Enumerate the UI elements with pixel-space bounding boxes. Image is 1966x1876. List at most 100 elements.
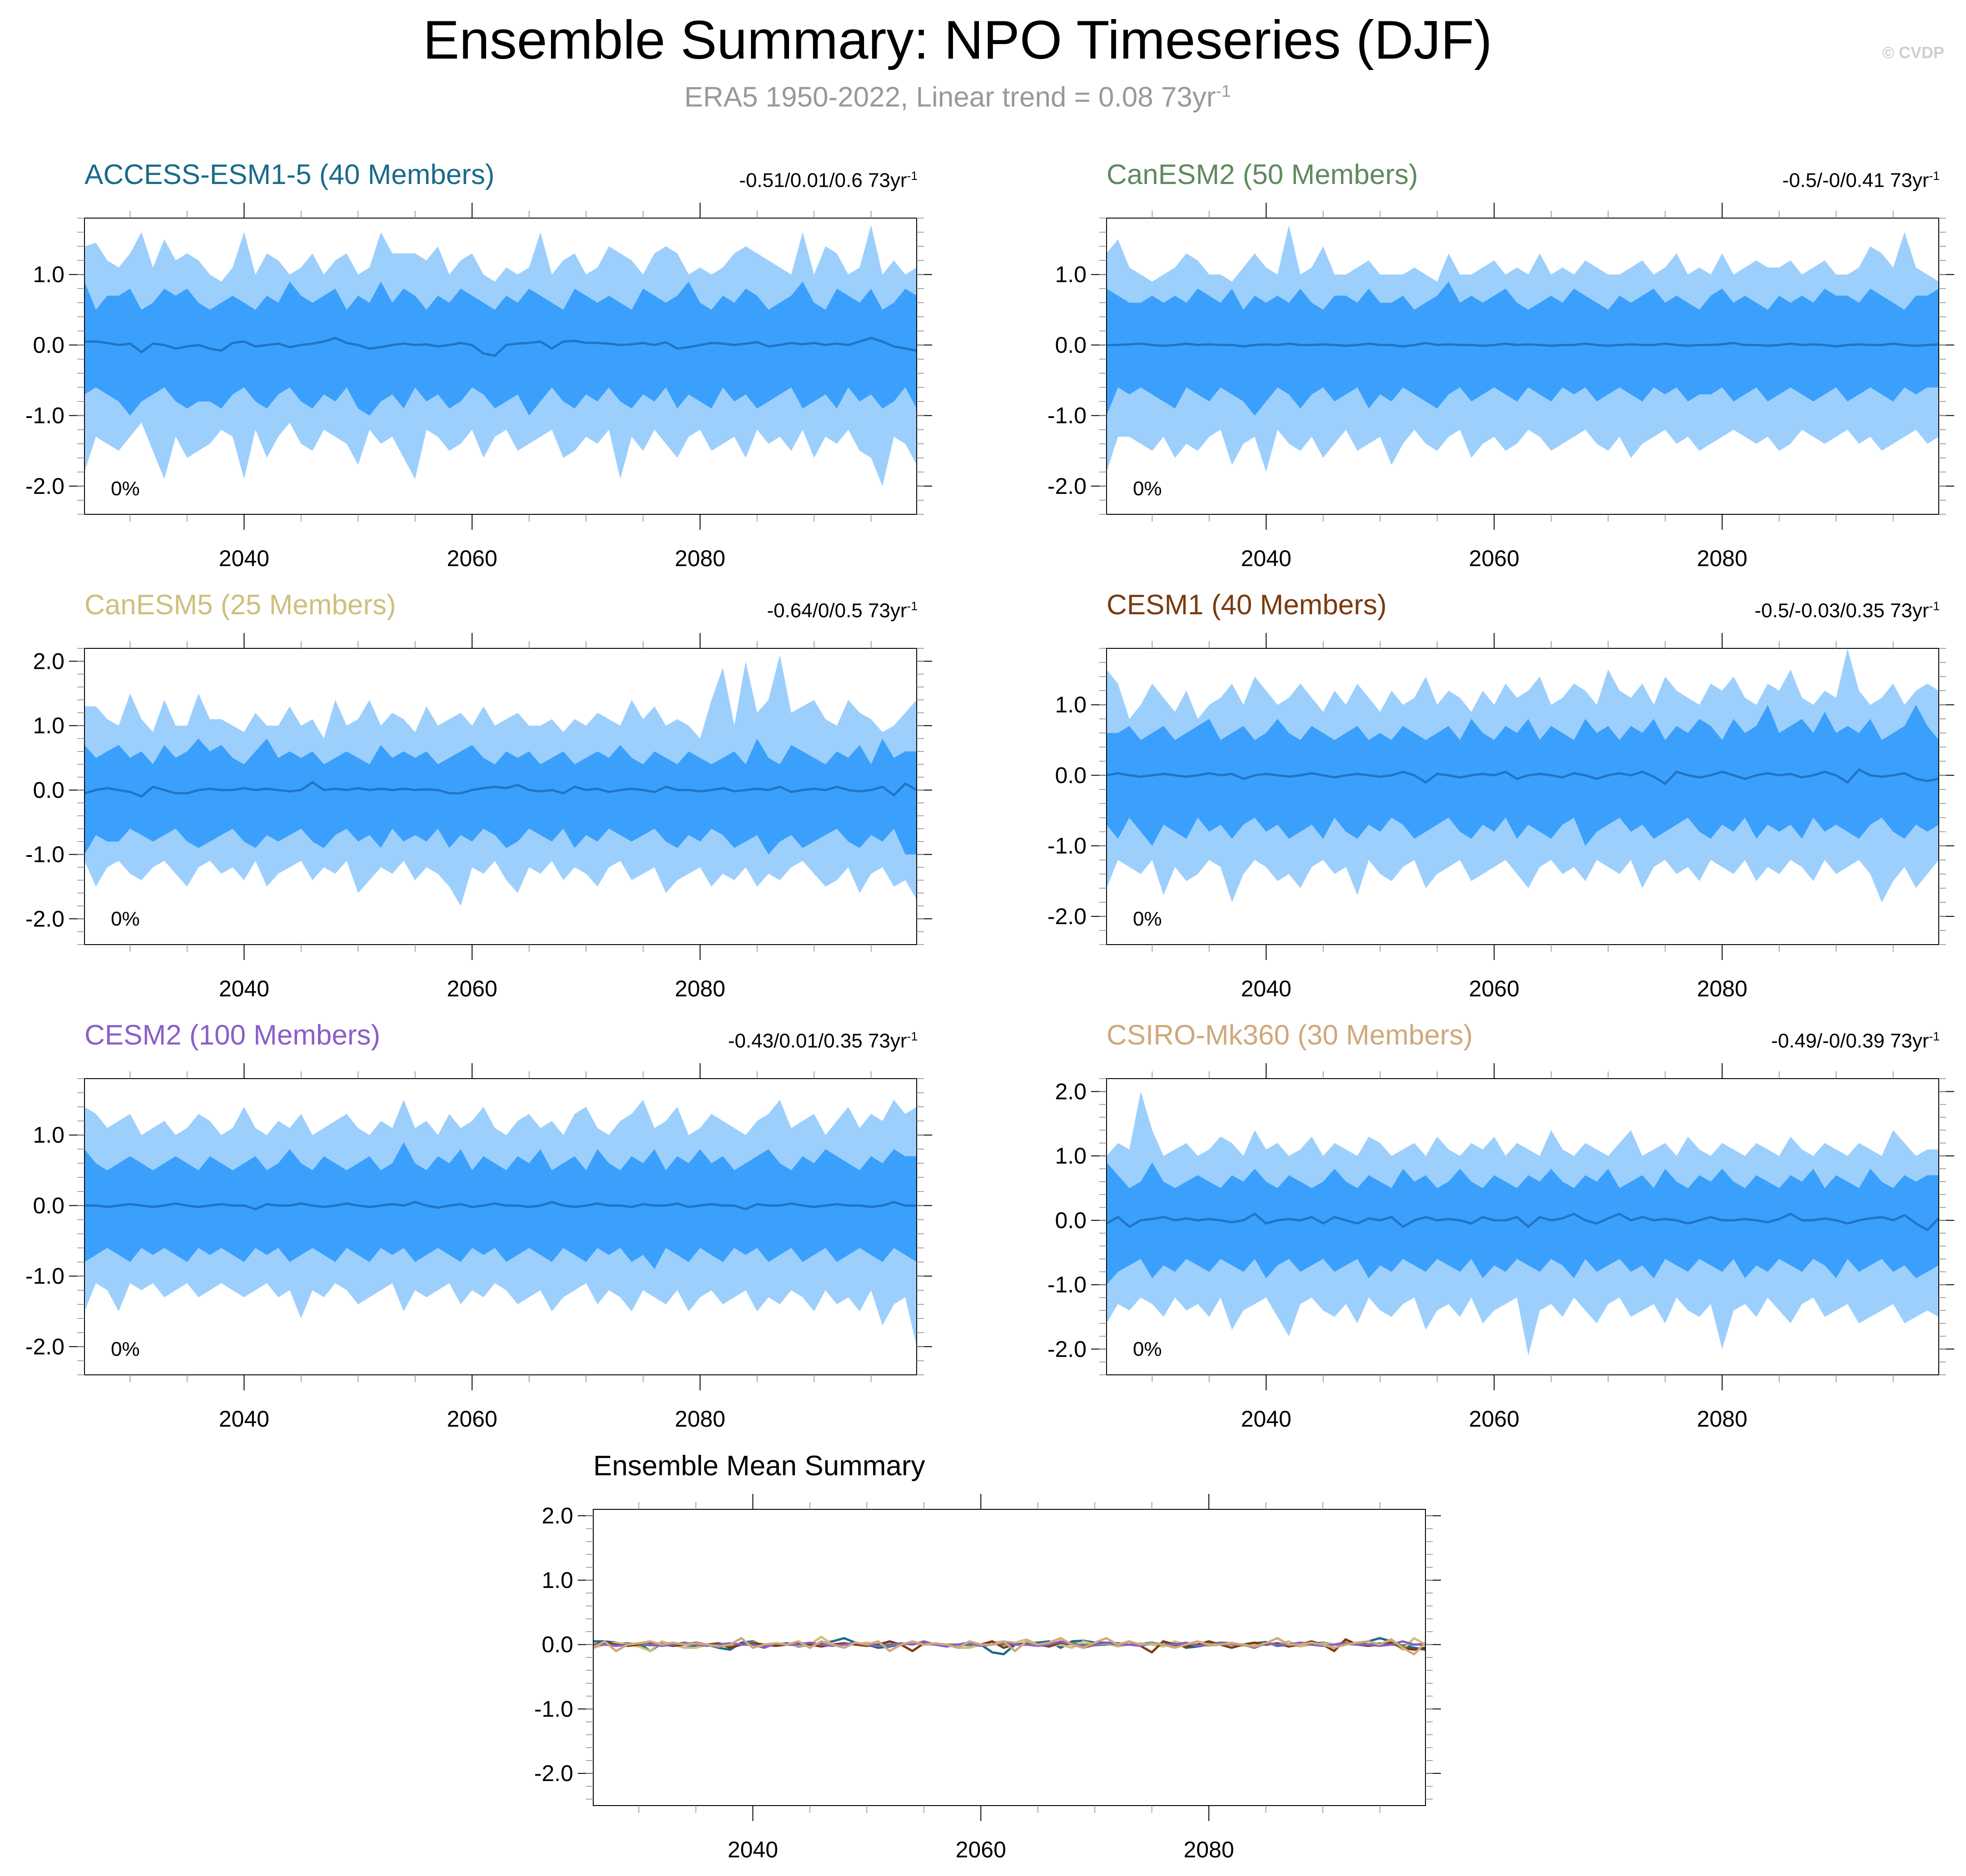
panel-2-ytick-label: 0.0	[1055, 332, 1087, 358]
panel-6-ytick-label: 1.0	[1055, 1143, 1087, 1169]
panel-4-stats: -0.5/-0.03/0.35 73yr-1	[1755, 595, 1940, 622]
panel-2-title: CanESM2 (50 Members)	[1107, 159, 1418, 190]
panel-3-ytick-label: 0.0	[33, 777, 65, 803]
panel-1-inner-band	[84, 281, 917, 416]
panel-3-ytick-label: -1.0	[25, 842, 65, 867]
panel-2-xtick-label: 2060	[1469, 546, 1519, 571]
panel-4-inner-band	[1107, 705, 1939, 846]
panel-2-stats-text: -0.5/-0/0.41 73yr	[1782, 169, 1929, 192]
panel-3-inner-band	[84, 738, 917, 855]
page-title: Ensemble Summary: NPO Timeseries (DJF)	[423, 10, 1492, 70]
ensemble-mean-xtick-label: 2040	[728, 1837, 778, 1862]
panel-4-xtick-label: 2060	[1469, 976, 1519, 1001]
panel-3-stats-text: -0.64/0/0.5 73yr	[767, 599, 907, 622]
panel-4-xtick-label: 2040	[1241, 976, 1291, 1001]
panel-5-xtick-label: 2080	[675, 1406, 725, 1432]
panel-4-xtick-label: 2080	[1697, 976, 1748, 1001]
panel-3-ytick-label: 2.0	[33, 648, 65, 674]
panel-3-ytick-label: 1.0	[33, 713, 65, 738]
panel-4-ytick-label: 1.0	[1055, 692, 1087, 717]
panel-3-ytick-label: -2.0	[25, 906, 65, 931]
panel-6-stats-superscript: -1	[1929, 1030, 1940, 1043]
ensemble-mean-xtick-label: 2060	[956, 1837, 1006, 1862]
panel-2-plot-frame	[1106, 218, 1939, 515]
panel-6-ytick-label: -1.0	[1048, 1272, 1087, 1298]
panel-4-ytick-label: 0.0	[1055, 762, 1087, 788]
panel-3-title: CanESM5 (25 Members)	[84, 589, 396, 621]
panel-5-xtick-label: 2060	[447, 1406, 497, 1432]
panel-1-percent-label: 0%	[111, 478, 140, 500]
subtitle-text: ERA5 1950-2022, Linear trend = 0.08 73yr	[684, 81, 1216, 113]
panel-1-stats-text: -0.51/0.01/0.6 73yr	[739, 169, 907, 192]
panel-6-stats-text: -0.49/-0/0.39 73yr	[1771, 1030, 1929, 1052]
panel-2-xtick-label: 2080	[1697, 546, 1748, 571]
ensemble-mean-series-line-6	[592, 1637, 1426, 1656]
panel-6-xtick-label: 2040	[1241, 1406, 1291, 1432]
panel-1-title: ACCESS-ESM1-5 (40 Members)	[84, 159, 495, 190]
panel-6-percent-label: 0%	[1133, 1338, 1162, 1360]
panel-2-xtick-label: 2040	[1241, 546, 1291, 571]
page-subtitle: ERA5 1950-2022, Linear trend = 0.08 73yr…	[0, 73, 1915, 116]
panel-2-inner-band	[1107, 281, 1939, 416]
panel-6-ytick-label: -2.0	[1048, 1336, 1087, 1362]
panel-3-xtick-label: 2040	[219, 976, 269, 1001]
panel-1-ytick-label: -1.0	[25, 403, 65, 428]
panel-4-mean-line	[1106, 768, 1939, 786]
panel-2-ytick-label: 1.0	[1055, 262, 1087, 287]
ensemble-mean-ytick-label: 2.0	[541, 1503, 573, 1528]
panel-3-stats-superscript: -1	[907, 599, 918, 613]
panel-2-mean-line	[1107, 342, 1939, 348]
cvdp-watermark: © CVDP	[1882, 43, 1944, 62]
panel-6-inner-band	[1107, 1162, 1939, 1285]
panel-2-ytick-label: -2.0	[1048, 473, 1087, 499]
panel-1-mean-line	[84, 337, 917, 357]
panel-3-percent-label: 0%	[111, 908, 140, 930]
panel-5-stats-text: -0.43/0.01/0.35 73yr	[728, 1030, 907, 1052]
ensemble-mean-ytick-label: -1.0	[534, 1696, 573, 1722]
panel-2-percent-label: 0%	[1133, 478, 1162, 500]
panel-3-xtick-label: 2080	[675, 976, 725, 1001]
panel-1-stats: -0.51/0.01/0.6 73yr-1	[739, 164, 918, 192]
ensemble-mean-ytick-label: 0.0	[541, 1632, 573, 1657]
panel-2-stats-superscript: -1	[1929, 169, 1940, 183]
panel-4-stats-text: -0.5/-0.03/0.35 73yr	[1754, 599, 1929, 622]
panel-5-plot-frame	[84, 1078, 917, 1375]
ensemble-mean-ytick-label: -2.0	[534, 1761, 573, 1786]
panel-2-ytick-label: -1.0	[1048, 403, 1087, 428]
panel-6-xtick-label: 2060	[1469, 1406, 1519, 1432]
panel-4-ytick-label: -2.0	[1048, 904, 1087, 929]
panel-3-stats: -0.64/0/0.5 73yr-1	[767, 595, 918, 622]
panel-6-stats: -0.49/-0/0.39 73yr-1	[1771, 1025, 1940, 1053]
panel-6-mean-line	[1106, 1212, 1940, 1232]
panel-6-plot-frame	[1106, 1078, 1939, 1375]
panel-1-plot-frame	[84, 218, 917, 515]
panel-1-xtick-label: 2040	[219, 546, 269, 571]
panel-6-ytick-label: 2.0	[1055, 1079, 1087, 1104]
panel-1-xtick-label: 2060	[447, 546, 497, 571]
panel-1-xtick-label: 2080	[675, 546, 725, 571]
panel-1-stats-superscript: -1	[907, 169, 918, 183]
panel-4-ytick-label: -1.0	[1048, 833, 1087, 859]
panel-6-xtick-label: 2080	[1697, 1406, 1748, 1432]
ensemble-mean-title: Ensemble Mean Summary	[593, 1450, 925, 1482]
panel-6-ytick-label: 0.0	[1055, 1208, 1087, 1233]
panel-5-stats-superscript: -1	[907, 1030, 918, 1043]
panel-5-ytick-label: 0.0	[33, 1193, 65, 1218]
ensemble-mean-xtick-label: 2080	[1184, 1837, 1234, 1862]
panel-2-stats: -0.5/-0/0.41 73yr-1	[1782, 164, 1940, 192]
panel-1-ytick-label: -2.0	[25, 473, 65, 499]
ensemble-mean-plot-frame	[593, 1509, 1426, 1806]
subtitle-superscript: -1	[1216, 81, 1231, 100]
panel-3-mean-line	[84, 781, 918, 798]
panel-5-xtick-label: 2040	[219, 1406, 269, 1432]
panel-1-ytick-label: 0.0	[33, 332, 65, 358]
panel-4-stats-superscript: -1	[1929, 599, 1940, 613]
panel-4-percent-label: 0%	[1133, 908, 1162, 930]
panel-5-mean-line	[84, 1201, 917, 1210]
panel-3-plot-frame	[84, 648, 917, 945]
panel-5-percent-label: 0%	[111, 1338, 140, 1360]
panel-4-plot-frame	[1106, 648, 1939, 945]
panel-3-xtick-label: 2060	[447, 976, 497, 1001]
panel-1-ytick-label: 1.0	[33, 262, 65, 287]
